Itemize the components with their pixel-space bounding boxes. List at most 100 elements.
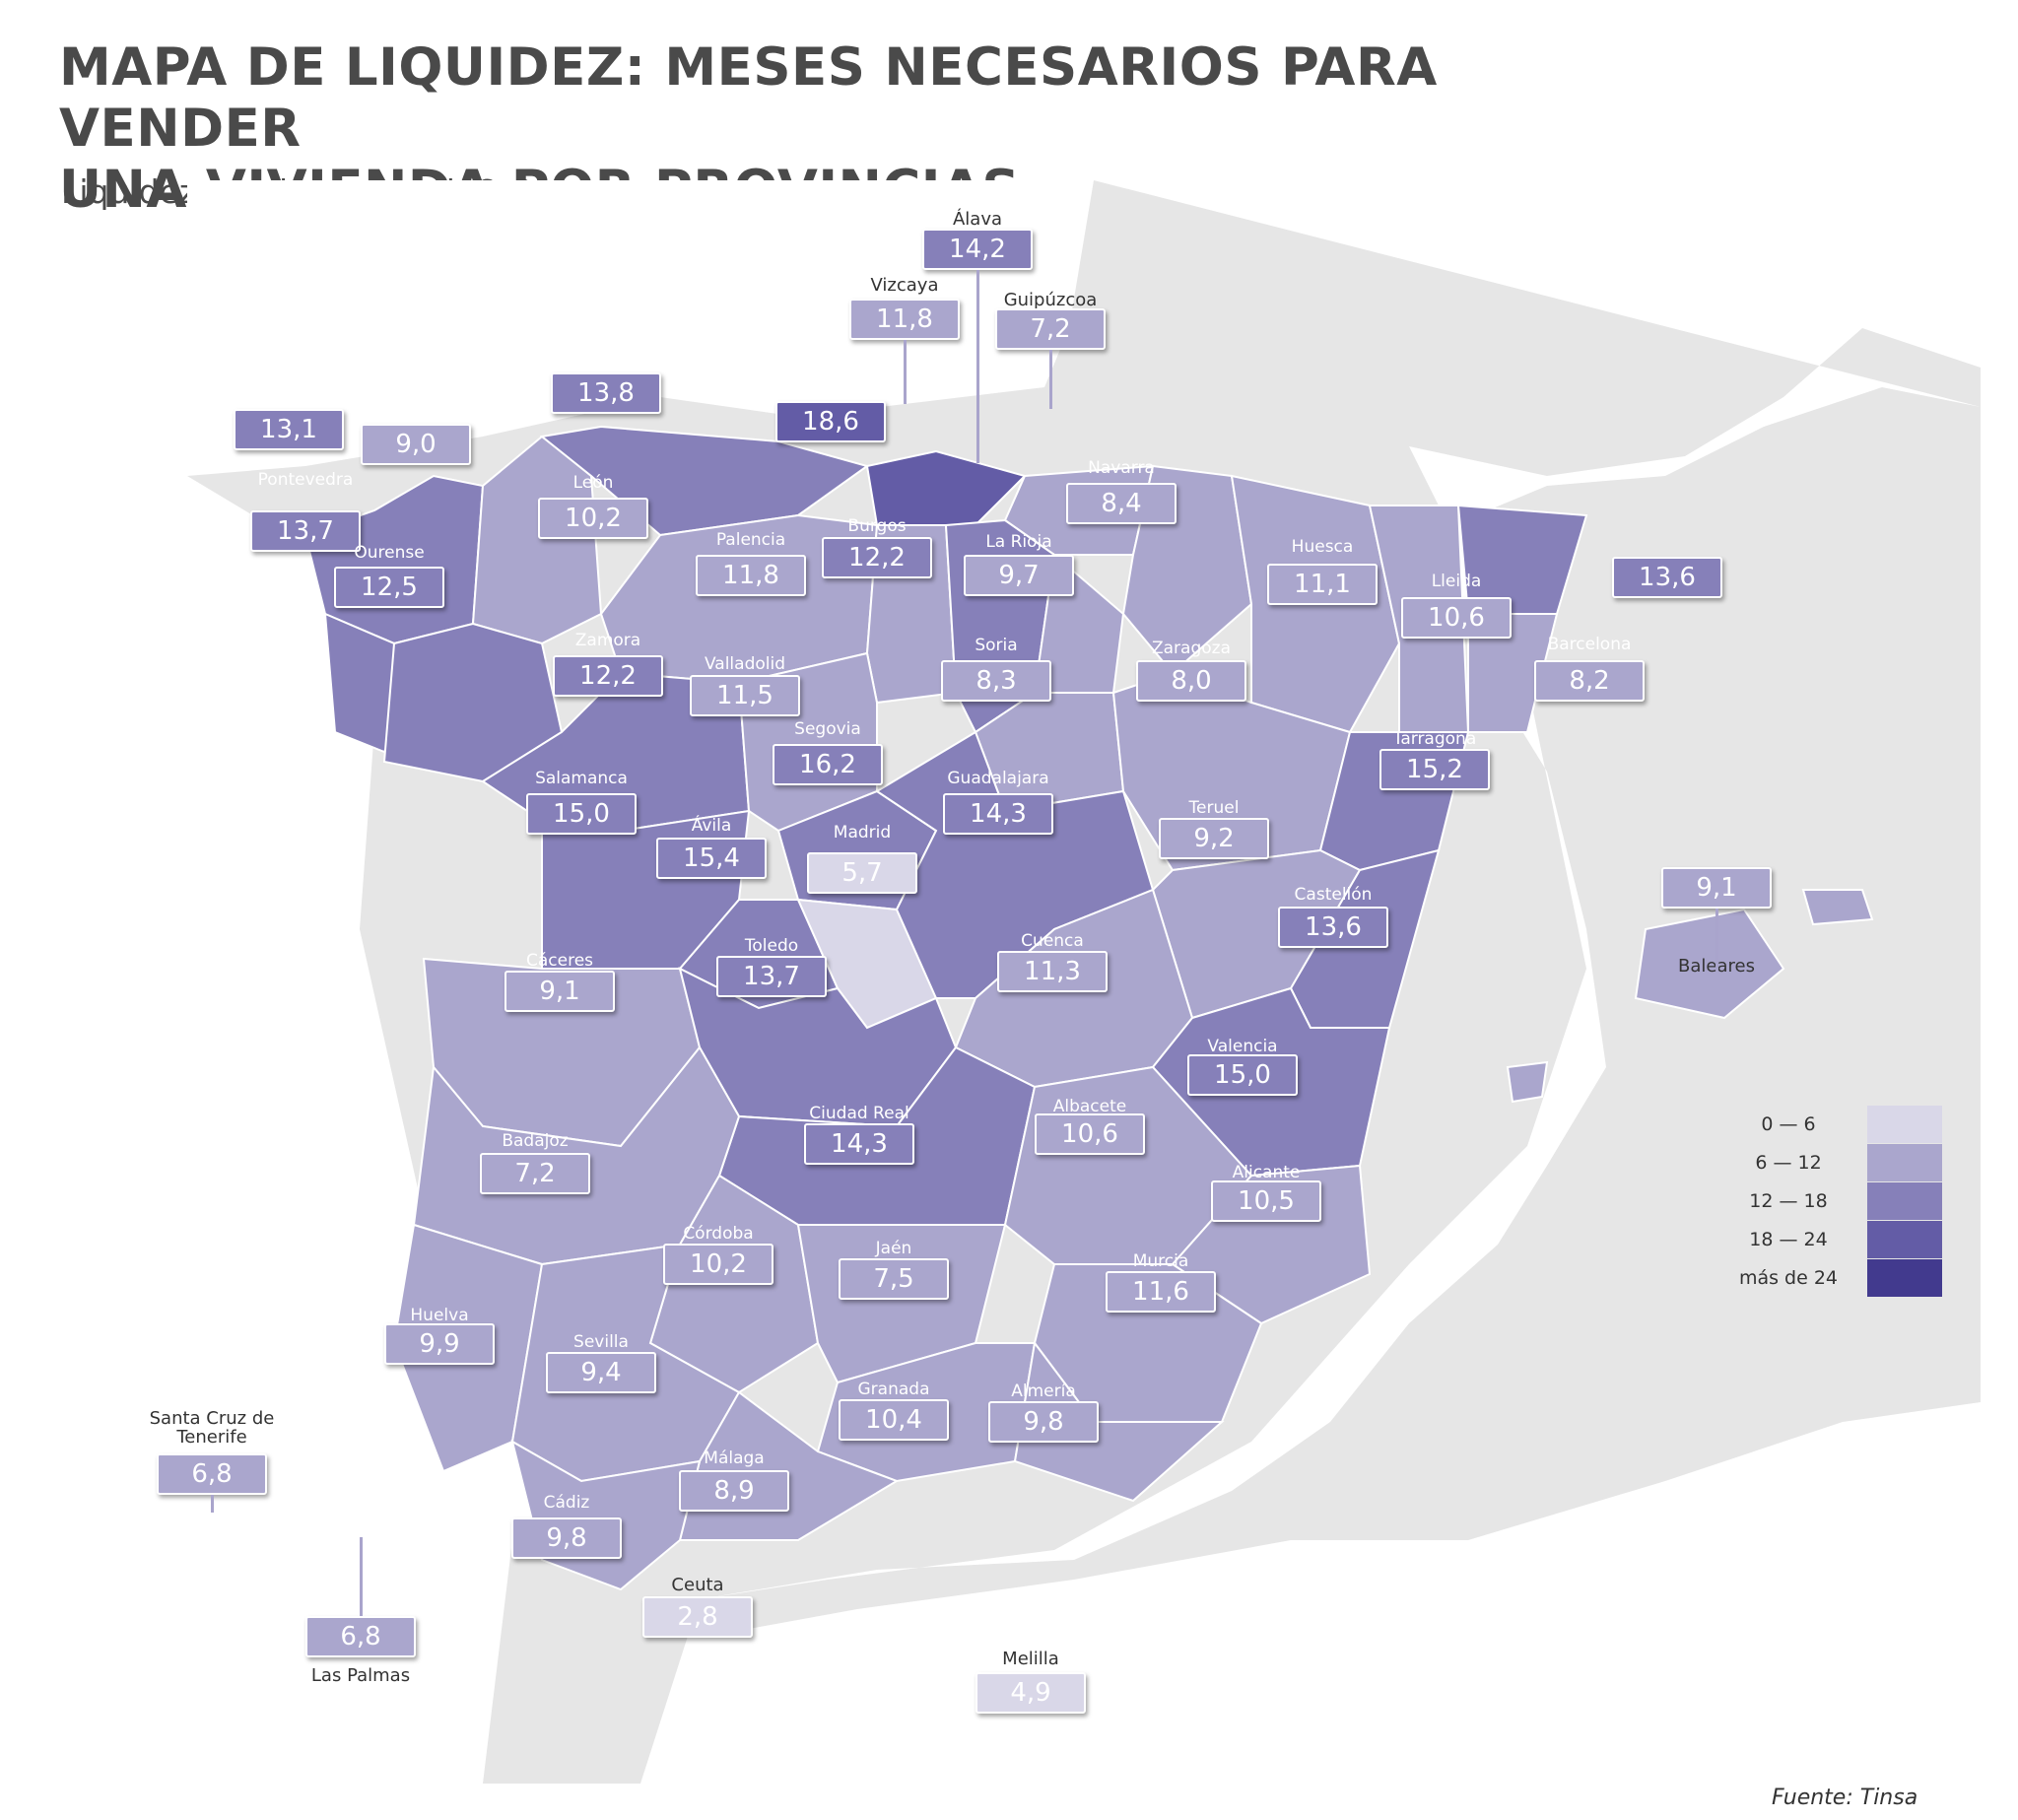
- province-value-a-coruna: 13,1: [234, 409, 344, 450]
- province-value-teruel: 9,2: [1159, 818, 1269, 859]
- province-value-alava: 14,2: [922, 229, 1033, 270]
- legend-swatch-1: [1867, 1144, 1942, 1181]
- province-value-alicante: 10,5: [1211, 1180, 1321, 1222]
- province-value-zamora: 12,2: [553, 655, 663, 697]
- province-label-lugo: Lugo: [395, 401, 437, 421]
- legend: 0 — 6 6 — 12 12 — 18 18 — 24 más de 24: [1715, 1106, 1961, 1303]
- leader-line-vizcaya: [904, 340, 907, 404]
- province-value-valencia: 15,0: [1187, 1054, 1298, 1096]
- province-value-ourense: 12,5: [334, 567, 444, 608]
- province-label-huesca: Huesca: [1291, 537, 1354, 557]
- legend-label-4: más de 24: [1738, 1267, 1839, 1289]
- province-value-lugo: 9,0: [361, 424, 471, 465]
- province-label-asturias: Asturias: [572, 352, 640, 371]
- province-label-alicante: Alicante: [1232, 1163, 1301, 1182]
- province-value-murcia: 11,6: [1106, 1271, 1216, 1313]
- province-value-guadalajara: 14,3: [943, 793, 1053, 835]
- leader-line-las-palmas: [360, 1537, 363, 1616]
- province-value-lleida: 10,6: [1401, 597, 1512, 639]
- province-label-badajoz: Badajoz: [502, 1131, 569, 1151]
- province-value-granada: 10,4: [839, 1399, 949, 1441]
- province-label-salamanca: Salamanca: [535, 769, 628, 788]
- legend-swatch-2: [1867, 1182, 1942, 1220]
- province-value-huesca: 11,1: [1267, 564, 1378, 605]
- legend-label-3: 18 — 24: [1749, 1229, 1828, 1250]
- leader-line-alava: [976, 270, 979, 463]
- leader-line-santa-cruz-de-tenerife: [211, 1495, 214, 1513]
- province-value-segovia: 16,2: [773, 744, 883, 785]
- province-value-ceuta: 2,8: [642, 1596, 753, 1638]
- province-label-sevilla: Sevilla: [573, 1332, 629, 1352]
- province-label-avila: Ávila: [691, 816, 732, 836]
- province-label-melilla: Melilla: [1002, 1649, 1059, 1669]
- province-label-jaen: Jaén: [875, 1239, 912, 1258]
- province-value-la-rioja: 9,7: [964, 555, 1074, 596]
- province-value-barcelona: 8,2: [1534, 660, 1645, 702]
- province-value-guipuzcoa: 7,2: [995, 308, 1106, 350]
- province-label-soria: Soria: [975, 636, 1018, 655]
- province-value-cadiz: 9,8: [511, 1517, 622, 1559]
- province-label-teruel: Teruel: [1188, 798, 1240, 818]
- legend-swatch-3: [1867, 1221, 1942, 1258]
- province-label-burgos: Burgos: [847, 516, 907, 536]
- province-label-huelva: Huelva: [410, 1306, 469, 1325]
- province-label-leon: León: [572, 473, 614, 493]
- legend-label-0: 0 — 6: [1761, 1113, 1816, 1135]
- province-value-girona: 13,6: [1612, 557, 1722, 598]
- province-label-barcelona: Barcelona: [1547, 635, 1632, 654]
- province-value-huelva: 9,9: [384, 1323, 495, 1365]
- province-value-castellon: 13,6: [1278, 907, 1388, 948]
- province-label-la-rioja: La Rioja: [985, 532, 1052, 552]
- province-label-caceres: Cáceres: [525, 951, 594, 971]
- province-value-vizcaya: 11,8: [849, 299, 960, 340]
- province-label-zamora: Zamora: [574, 631, 641, 650]
- province-label-almeria: Almería: [1011, 1382, 1076, 1401]
- province-value-tarragona: 15,2: [1379, 749, 1490, 790]
- province-label-tarragona: Tarragona: [1392, 729, 1477, 749]
- province-value-baleares: 9,1: [1661, 867, 1772, 909]
- province-value-zaragoza: 8,0: [1136, 660, 1246, 702]
- province-label-castellon: Castellón: [1294, 885, 1373, 905]
- province-label-guipuzcoa: Guipúzcoa: [1003, 290, 1098, 310]
- legend-swatch-0: [1867, 1106, 1942, 1143]
- province-label-ourense: Ourense: [354, 543, 425, 563]
- province-label-santa-cruz-de-tenerife: Santa Cruz de Tenerife: [149, 1408, 275, 1448]
- legend-swatch-4: [1867, 1259, 1942, 1297]
- province-label-albacete: Albacete: [1052, 1097, 1127, 1116]
- province-value-navarra: 8,4: [1066, 483, 1177, 524]
- province-value-santa-cruz-de-tenerife: 6,8: [157, 1453, 267, 1495]
- province-label-cordoba: Córdoba: [683, 1224, 754, 1244]
- province-label-zaragoza: Zaragoza: [1151, 639, 1232, 658]
- province-label-madrid: Madrid: [833, 823, 892, 843]
- region-barcelona: [1467, 613, 1559, 733]
- province-value-almeria: 9,8: [988, 1401, 1099, 1443]
- province-label-murcia: Murcia: [1132, 1251, 1189, 1271]
- province-label-cantabria: Cantabria: [789, 376, 872, 396]
- province-label-lleida: Lleida: [1431, 572, 1482, 591]
- province-value-burgos: 12,2: [822, 537, 932, 578]
- province-value-valladolid: 11,5: [690, 675, 800, 716]
- province-value-cantabria: 18,6: [775, 401, 886, 442]
- province-value-albacete: 10,6: [1035, 1113, 1145, 1155]
- province-value-cuenca: 11,3: [997, 951, 1108, 992]
- province-value-salamanca: 15,0: [526, 793, 637, 835]
- province-value-leon: 10,2: [538, 498, 648, 539]
- province-value-asturias: 13,8: [551, 372, 661, 414]
- province-label-a-coruna: A Coruña: [249, 386, 328, 406]
- region-cantabria: [865, 449, 1027, 526]
- map-title-line1: MAPA DE LIQUIDEZ: MESES NECESARIOS PARA …: [59, 37, 1438, 159]
- province-label-pontevedra: Pontevedra: [257, 470, 354, 490]
- region-menorca: [1801, 889, 1874, 926]
- province-label-alava: Álava: [952, 209, 1003, 230]
- province-value-pontevedra: 13,7: [250, 510, 361, 552]
- legend-label-1: 6 — 12: [1755, 1152, 1822, 1174]
- province-value-badajoz: 7,2: [480, 1153, 590, 1194]
- source-credit: Fuente: Tinsa: [1772, 1786, 1918, 1810]
- region-asturias: [539, 425, 870, 537]
- leader-line-guipuzcoa: [1049, 350, 1052, 409]
- province-value-palencia: 11,8: [696, 555, 806, 596]
- province-label-toledo: Toledo: [744, 936, 799, 956]
- province-label-las-palmas: Las Palmas: [310, 1665, 411, 1686]
- province-value-jaen: 7,5: [839, 1258, 949, 1300]
